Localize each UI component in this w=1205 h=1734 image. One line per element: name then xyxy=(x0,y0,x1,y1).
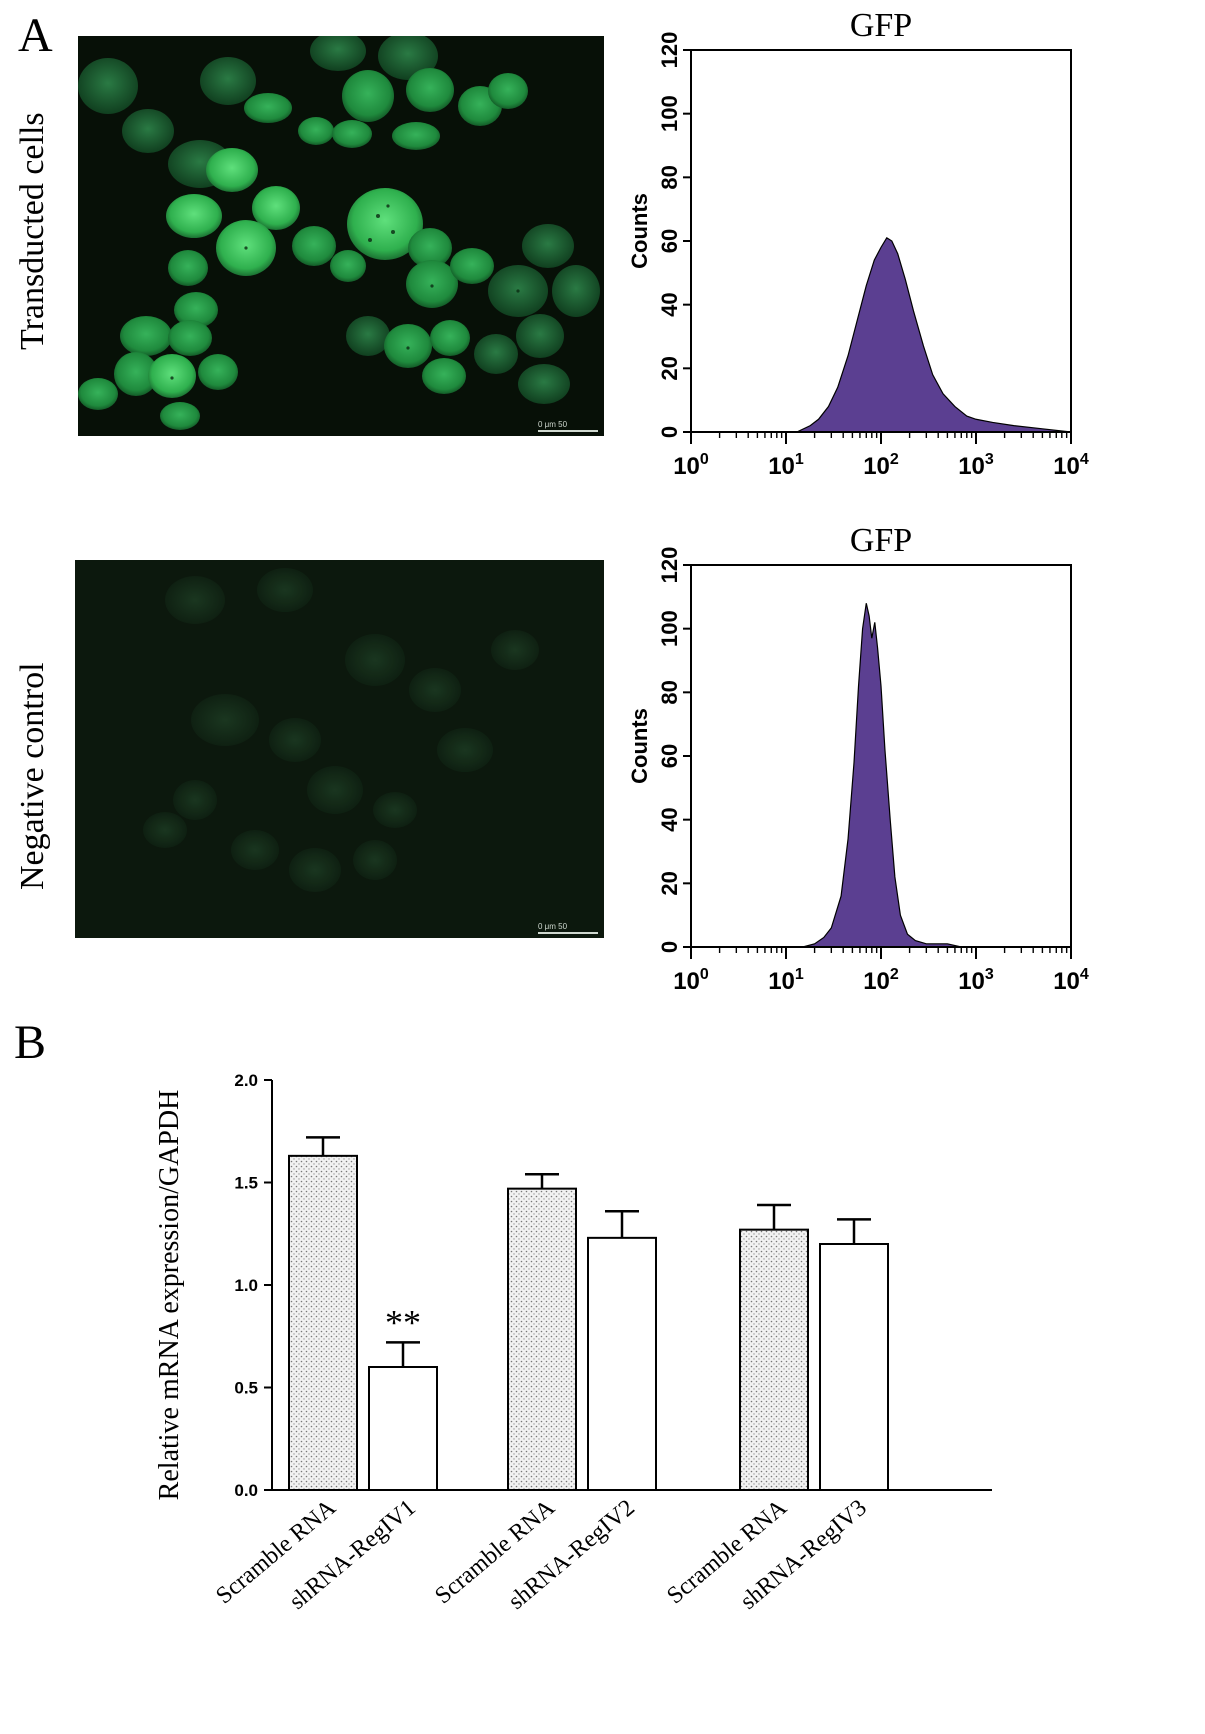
y-tick-label: 80 xyxy=(657,680,682,704)
y-tick-label: 0.5 xyxy=(234,1379,258,1398)
cell-nuclei xyxy=(78,36,600,430)
bar-5 xyxy=(739,1228,809,1491)
y-tick-label: 80 xyxy=(657,165,682,189)
panel-a-letter: A xyxy=(18,9,53,62)
panel-b-letter: B xyxy=(14,1016,47,1069)
significance-marker: ** xyxy=(385,1302,421,1342)
x-tick-label: 103 xyxy=(958,451,994,480)
y-tick-label: 120 xyxy=(657,547,682,584)
y-axis-label: Counts xyxy=(627,193,652,269)
bar-6 xyxy=(819,1243,889,1491)
x-tick-label: 101 xyxy=(768,451,804,480)
bar-1 xyxy=(288,1154,358,1491)
y-tick-label: 20 xyxy=(657,871,682,895)
y-tick-label: 40 xyxy=(657,292,682,316)
x-tick-label: 101 xyxy=(768,966,804,995)
y-tick-label: 0.0 xyxy=(234,1481,258,1500)
y-tick-label: 120 xyxy=(657,32,682,69)
y-tick-label: 1.0 xyxy=(234,1276,258,1295)
histogram-title: GFP xyxy=(850,7,912,44)
y-tick-label: 2.0 xyxy=(234,1071,258,1090)
y-axis-label: Relative mRNA expression/GAPDH xyxy=(154,1090,185,1501)
bar-3 xyxy=(507,1187,577,1491)
y-tick-label: 0 xyxy=(657,426,682,438)
row-label-transducted: Transducted cells xyxy=(14,112,51,350)
y-tick-label: 40 xyxy=(657,807,682,831)
nucleoli-dots xyxy=(170,204,520,380)
scale-bar: 0 μm 50 xyxy=(538,420,598,432)
row-label-negative-control: Negative control xyxy=(14,662,51,890)
bar-4 xyxy=(587,1236,657,1491)
dim-cells xyxy=(143,568,539,892)
x-tick-label: 100 xyxy=(673,451,709,480)
y-tick-label: 60 xyxy=(657,744,682,768)
histogram-title: GFP xyxy=(850,522,912,559)
x-tick-label: 103 xyxy=(958,966,994,995)
x-tick-label: 102 xyxy=(863,966,899,995)
histogram-area xyxy=(802,603,962,948)
y-tick-label: 20 xyxy=(657,356,682,380)
x-tick-label: 100 xyxy=(673,966,709,995)
mrna-expression-bar-chart: 0.0 0.5 1.0 1.5 2.0 Relative mRNA expression/… xyxy=(154,1071,992,1615)
y-tick-label: 100 xyxy=(657,95,682,132)
y-tick-label: 0 xyxy=(657,941,682,953)
y-tick-label: 100 xyxy=(657,610,682,647)
x-tick-label: 104 xyxy=(1053,966,1089,995)
y-tick-label: 60 xyxy=(657,229,682,253)
x-tick-label: 102 xyxy=(863,451,899,480)
x-tick-label: 104 xyxy=(1053,451,1089,480)
micrograph-transducted: 0 μm 50 xyxy=(78,36,604,436)
scale-bar: 0 μm 50 xyxy=(538,922,598,934)
y-tick-label: 1.5 xyxy=(234,1174,258,1193)
histogram-area xyxy=(796,236,1072,433)
gfp-histogram-transducted: GFP 0 20 40 60 80 100 120 Counts 100 101 102 103 104 xyxy=(627,7,1089,480)
micrograph-negative-control: 0 μm 50 xyxy=(75,560,604,938)
y-axis-label: Counts xyxy=(627,708,652,784)
gfp-histogram-negative-control: GFP 0 20 40 60 80 100 120 Counts 100 101 102 103 104 xyxy=(627,522,1089,995)
bar-2 xyxy=(368,1366,438,1491)
